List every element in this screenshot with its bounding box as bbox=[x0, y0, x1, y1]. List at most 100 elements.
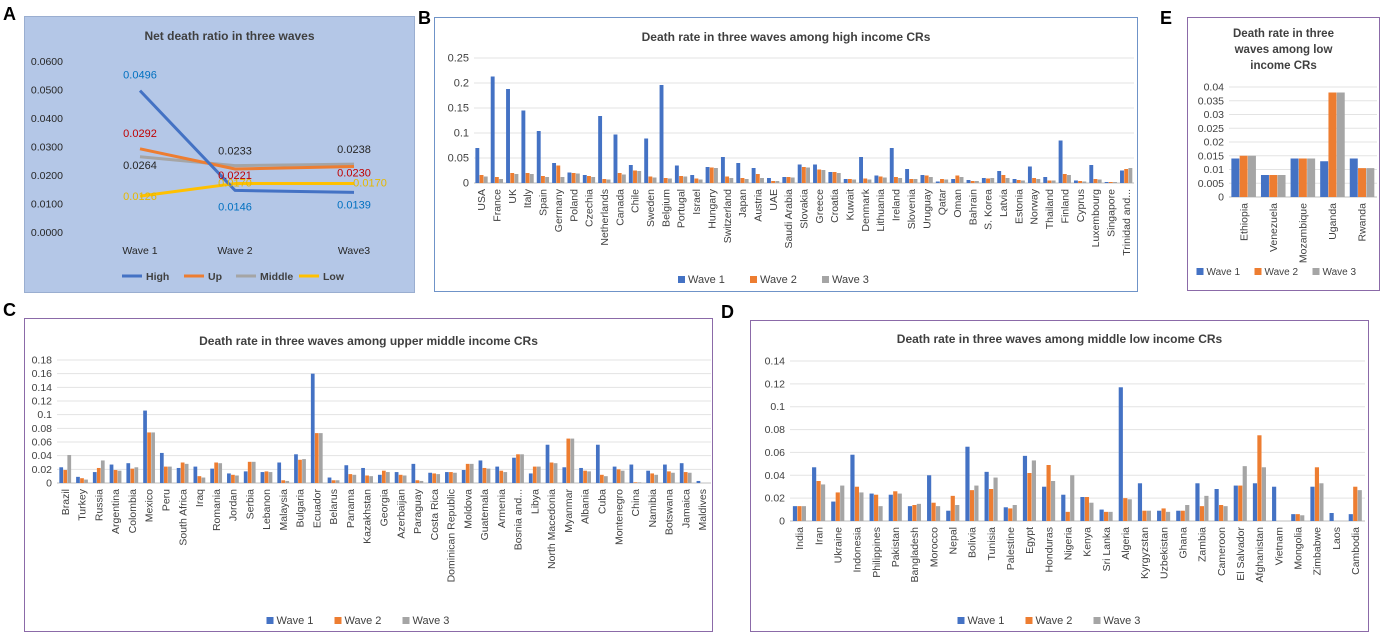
y-tick-label: 0.2 bbox=[454, 78, 469, 90]
bar-wave-3 bbox=[836, 173, 841, 183]
bar-wave-3 bbox=[1070, 475, 1075, 521]
bar-wave-2 bbox=[163, 466, 168, 483]
bar-wave-2 bbox=[1328, 92, 1337, 197]
bar-wave-1 bbox=[1022, 455, 1028, 521]
bar-wave-1 bbox=[1118, 387, 1123, 521]
bar-wave-3 bbox=[483, 176, 488, 183]
y-tick-label: 0 bbox=[1218, 192, 1224, 204]
x-tick-label: Sri Lanka bbox=[1101, 527, 1113, 572]
bar-wave-3 bbox=[1050, 481, 1056, 521]
bar-wave-3 bbox=[1012, 505, 1017, 521]
legend-label: Wave 1 bbox=[688, 274, 725, 286]
bar-wave-2 bbox=[113, 470, 118, 483]
bar-wave-1 bbox=[951, 179, 956, 183]
x-tick-label: Canada bbox=[614, 189, 626, 226]
x-tick-label: Mongolia bbox=[1292, 527, 1304, 570]
panel-letter-c: C bbox=[3, 300, 16, 320]
x-tick-label: Cambodia bbox=[1350, 527, 1362, 575]
bar-wave-2 bbox=[874, 494, 879, 521]
bar-wave-3 bbox=[201, 477, 206, 483]
bar-wave-2 bbox=[587, 176, 591, 183]
bar-wave-1 bbox=[859, 157, 863, 183]
bar-wave-1 bbox=[874, 175, 879, 183]
bar-wave-3 bbox=[1108, 511, 1113, 521]
x-tick-label: UK bbox=[507, 189, 519, 204]
y-tick-label: 0.06 bbox=[32, 437, 53, 449]
bar-wave-2 bbox=[940, 179, 944, 183]
bar-wave-3 bbox=[671, 472, 675, 483]
y-tick-label: 0.1 bbox=[770, 401, 785, 413]
bar-wave-2 bbox=[1219, 505, 1224, 521]
chart-title: Death rate in three waves among high inc… bbox=[642, 30, 931, 44]
y-tick-label: 0.015 bbox=[1198, 150, 1224, 162]
data-label: 0.0126 bbox=[123, 191, 157, 203]
bar-wave-2 bbox=[1047, 180, 1052, 183]
bar-wave-1 bbox=[1291, 514, 1296, 521]
legend-swatch bbox=[402, 617, 410, 624]
bar-wave-1 bbox=[210, 468, 214, 483]
bar-wave-3 bbox=[268, 472, 273, 483]
bar-wave-3 bbox=[529, 174, 534, 183]
x-tick-label: Cyprus bbox=[1075, 189, 1087, 222]
bar-wave-2 bbox=[479, 175, 484, 183]
x-tick-label: Iraq bbox=[194, 489, 206, 507]
y-tick-label: 0.02 bbox=[32, 464, 53, 476]
bar-wave-3 bbox=[1204, 495, 1209, 521]
y-tick-label: 0.035 bbox=[1198, 95, 1224, 107]
x-tick-label: S. Korea bbox=[983, 189, 995, 230]
x-tick-label: Colombia bbox=[127, 489, 139, 534]
legend-label: Wave 1 bbox=[1207, 267, 1241, 278]
bar-wave-3 bbox=[1223, 506, 1228, 521]
x-tick-label: Wave 2 bbox=[217, 245, 252, 257]
bar-wave-1 bbox=[545, 444, 550, 483]
bar-wave-1 bbox=[260, 472, 265, 483]
x-tick-label: Dominican Republic bbox=[446, 489, 458, 582]
bar-wave-3 bbox=[944, 179, 949, 183]
bar-wave-2 bbox=[482, 467, 487, 483]
x-tick-label: Panama bbox=[345, 489, 357, 528]
bar-wave-1 bbox=[1233, 485, 1238, 521]
bar-wave-2 bbox=[955, 175, 960, 183]
bar-wave-1 bbox=[1252, 483, 1258, 521]
bar-wave-3 bbox=[859, 492, 864, 521]
bar-wave-2 bbox=[1123, 498, 1128, 521]
legend-label: High bbox=[146, 271, 169, 283]
bar-wave-1 bbox=[1027, 166, 1032, 183]
x-tick-label: Georgia bbox=[379, 489, 391, 527]
bar-wave-3 bbox=[1051, 180, 1056, 183]
line-low bbox=[139, 182, 354, 198]
bar-wave-3 bbox=[620, 470, 625, 483]
line-up bbox=[139, 147, 355, 171]
bar-wave-1 bbox=[428, 472, 432, 483]
x-tick-label: Laos bbox=[1331, 527, 1343, 550]
bar-wave-2 bbox=[571, 173, 576, 183]
bar-wave-3 bbox=[469, 463, 474, 483]
x-tick-label: Nigeria bbox=[1062, 527, 1074, 560]
x-tick-label: Kenya bbox=[1082, 527, 1094, 557]
bar-wave-1 bbox=[176, 467, 181, 483]
x-tick-label: Jamaica bbox=[680, 489, 692, 528]
bar-wave-2 bbox=[878, 176, 883, 183]
bar-wave-3 bbox=[151, 432, 155, 483]
line-high bbox=[138, 89, 355, 194]
bar-wave-2 bbox=[1295, 514, 1300, 521]
chart-panel-c: Death rate in three waves among upper mi… bbox=[24, 318, 713, 632]
x-tick-label: Mexico bbox=[144, 489, 156, 522]
y-tick-label: 0.15 bbox=[448, 103, 469, 115]
bar-wave-3 bbox=[436, 474, 441, 483]
y-tick-label: 0.25 bbox=[448, 53, 469, 65]
x-tick-label: Luxembourg bbox=[1090, 189, 1102, 248]
bar-wave-3 bbox=[1307, 158, 1316, 197]
bar-wave-1 bbox=[1320, 161, 1329, 197]
bar-wave-3 bbox=[419, 480, 424, 483]
bar-wave-2 bbox=[633, 170, 637, 183]
bar-wave-1 bbox=[475, 148, 480, 183]
bar-wave-1 bbox=[277, 462, 282, 483]
legend-swatch bbox=[678, 276, 685, 283]
bar-wave-1 bbox=[76, 476, 80, 483]
x-tick-label: Bolivia bbox=[967, 527, 979, 558]
bar-wave-3 bbox=[218, 463, 223, 483]
bar-wave-1 bbox=[1272, 486, 1277, 521]
x-tick-label: Belarus bbox=[328, 489, 340, 525]
bar-wave-1 bbox=[1120, 170, 1124, 183]
